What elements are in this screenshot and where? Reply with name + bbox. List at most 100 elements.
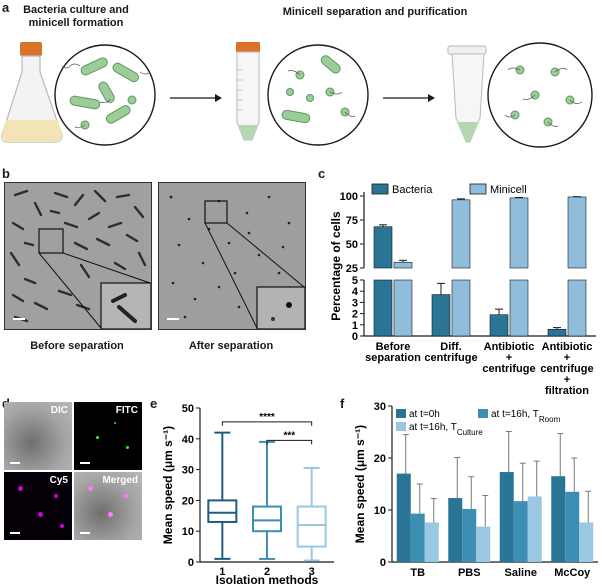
- y-tick-label: 20: [374, 453, 386, 465]
- caption-before-separation: Before separation: [30, 340, 124, 352]
- box: [207, 499, 238, 523]
- y-tick-label: 50: [182, 403, 194, 415]
- y-tick-label: 0: [380, 557, 386, 569]
- bar: [396, 473, 411, 562]
- bar: [567, 279, 587, 337]
- x-category-label: +: [564, 374, 570, 386]
- x-category-label: filtration: [545, 385, 589, 397]
- y-tick-label: 75: [346, 215, 358, 227]
- x-category-label: Before: [376, 341, 411, 353]
- box: [252, 505, 282, 533]
- legend-swatch: [469, 183, 487, 195]
- panel-a-right-title: Minicell separation and purification: [282, 6, 468, 18]
- centrifuge-tube-icon: [236, 42, 260, 141]
- y-tick-label: 2: [352, 309, 358, 321]
- panel-letter-c: c: [318, 166, 326, 181]
- culture-flask-icon: [1, 42, 63, 143]
- legend-label: at t=16h, TCulture: [409, 422, 483, 437]
- bar: [451, 279, 471, 337]
- x-tick-label: Saline: [505, 567, 537, 579]
- label-fitc: FITC: [115, 405, 138, 416]
- x-category-label: Antibiotic: [484, 341, 535, 353]
- x-category-label: centrifuge: [482, 363, 535, 375]
- micrograph-before-separation: [4, 182, 152, 330]
- x-tick-label: 2: [264, 566, 270, 578]
- y-tick-label: 40: [182, 434, 194, 446]
- bar: [499, 472, 514, 562]
- legend-label: Bacteria: [392, 184, 433, 196]
- x-category-label: centrifuge: [424, 352, 477, 364]
- x-tick-label: McCoy: [554, 567, 591, 579]
- x-tick-label: PBS: [458, 567, 481, 579]
- legend-label: Minicell: [490, 184, 527, 196]
- y-tick-label: 5: [352, 275, 358, 287]
- image-dic: DIC: [4, 402, 72, 470]
- panel-a-schematic: [1, 42, 593, 148]
- bar: [509, 279, 529, 337]
- y-tick-label: 30: [374, 401, 386, 413]
- x-category-label: Diff.: [440, 341, 461, 353]
- arrow-icon: [383, 94, 435, 102]
- bar: [579, 522, 594, 562]
- y-axis-label: Percentage of cells: [329, 211, 343, 321]
- y-tick-label: 0: [352, 331, 358, 343]
- x-category-label: +: [564, 352, 570, 364]
- legend-swatch: [371, 183, 389, 195]
- x-category-label: centrifuge: [540, 363, 593, 375]
- panel-letter-a: a: [2, 0, 10, 15]
- legend-swatch: [396, 422, 406, 431]
- arrow-icon: [170, 94, 222, 102]
- bar: [373, 279, 393, 337]
- x-axis-label: Isolation methods: [216, 573, 319, 587]
- label-merged: Merged: [102, 475, 138, 486]
- purified-minicells-circle: [487, 42, 593, 148]
- bar: [551, 476, 566, 562]
- legend-swatch: [478, 409, 488, 418]
- panel-letter-f: f: [340, 396, 345, 411]
- label-cy5: Cy5: [49, 475, 68, 486]
- significance-bracket: [221, 421, 313, 426]
- y-tick-label: 3: [352, 297, 358, 309]
- x-category-label: Antibiotic: [542, 341, 593, 353]
- significance-bracket: [266, 439, 313, 445]
- y-tick-label: 100: [340, 191, 358, 203]
- y-tick-label: 25: [346, 263, 358, 275]
- significance-label: ****: [259, 412, 275, 423]
- bacteria-rods-image: [5, 183, 151, 329]
- x-category-label: separation: [365, 352, 421, 364]
- image-cy5: Cy5: [4, 472, 72, 540]
- minicells-image: [159, 183, 305, 329]
- label-dic: DIC: [50, 405, 68, 416]
- y-tick-label: 30: [182, 465, 194, 477]
- bar: [410, 513, 425, 562]
- x-tick-label: 3: [309, 566, 315, 578]
- micrograph-after-separation: [158, 182, 306, 330]
- y-tick-label: 50: [346, 239, 358, 251]
- image-fitc: FITC: [74, 402, 142, 470]
- bar: [565, 491, 580, 562]
- eppendorf-tube-icon: [447, 45, 487, 143]
- y-tick-label: 20: [182, 495, 194, 507]
- x-tick-label: TB: [410, 567, 425, 579]
- legend-label: at t=16h, TRoom: [491, 409, 561, 424]
- panel-a-left-title: Bacteria culture and minicell formation: [23, 4, 129, 29]
- legend-swatch: [396, 409, 406, 418]
- panel-letter-b: b: [2, 166, 10, 181]
- bar: [393, 279, 413, 337]
- image-merged: Merged: [74, 472, 142, 540]
- bar: [527, 496, 542, 562]
- y-tick-label: 10: [182, 526, 194, 538]
- legend-label: at t=0h: [409, 409, 440, 420]
- bacteria-culture-circle: [54, 44, 156, 146]
- y-tick-label: 1: [352, 320, 358, 332]
- significance-label: ***: [283, 430, 295, 441]
- y-tick-label: 0: [188, 557, 194, 569]
- bar: [513, 501, 528, 562]
- caption-after-separation: After separation: [188, 340, 274, 352]
- x-tick-label: 1: [219, 566, 225, 578]
- bar: [424, 522, 439, 562]
- y-axis-label: Mean speed (μm s⁻¹): [353, 425, 367, 543]
